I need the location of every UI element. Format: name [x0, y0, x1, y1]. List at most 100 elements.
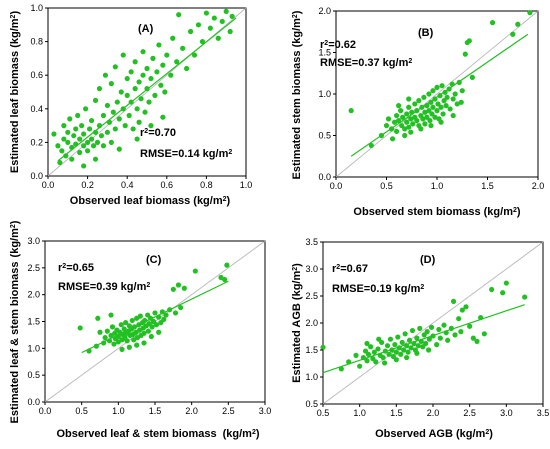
- data-point: [406, 337, 413, 343]
- data-point: [438, 119, 444, 125]
- data-point: [100, 143, 107, 149]
- data-point: [406, 124, 412, 130]
- data-point: [404, 119, 410, 125]
- data-point: [437, 93, 443, 99]
- fit-line-layer: [81, 280, 229, 354]
- data-point: [77, 149, 83, 156]
- data-point: [134, 106, 140, 112]
- data-point: [376, 336, 382, 342]
- data-point: [408, 345, 414, 351]
- data-point: [104, 102, 110, 109]
- x-tick-label: 1.5: [149, 406, 162, 416]
- data-point: [406, 104, 412, 110]
- data-point: [454, 101, 460, 107]
- x-tick-label: 1.5: [481, 181, 494, 191]
- data-point: [422, 121, 428, 127]
- data-point: [141, 330, 147, 336]
- regression-line: [81, 280, 229, 354]
- data-point: [114, 99, 120, 105]
- data-point: [414, 108, 420, 114]
- data-point: [145, 328, 151, 334]
- data-point: [415, 343, 421, 349]
- data-point: [88, 136, 95, 142]
- data-point: [423, 340, 429, 347]
- data-point: [430, 104, 436, 110]
- data-point: [131, 324, 138, 330]
- data-point: [51, 131, 57, 137]
- data-point: [432, 114, 438, 120]
- data-point: [394, 112, 400, 119]
- x-tick-label: 0.0: [330, 181, 343, 191]
- data-point: [69, 144, 75, 151]
- data-point: [449, 81, 455, 87]
- data-point: [383, 122, 390, 129]
- data-point: [450, 96, 456, 102]
- y-tick-label: 3.5: [305, 237, 318, 247]
- data-point: [123, 319, 129, 326]
- one-to-one-line-layer: [322, 241, 544, 405]
- points-layer: [348, 10, 533, 149]
- data-point: [400, 114, 406, 120]
- data-point: [392, 342, 398, 348]
- data-point: [163, 312, 169, 318]
- x-tick-label: 0.2: [81, 180, 94, 190]
- ticks-layer: 0.0 0.5 1.0 1.5 2.0 0.0 0.5 1.0 1.5 2.0: [318, 6, 544, 191]
- x-tick-label: 3.5: [537, 408, 550, 418]
- data-point: [174, 59, 180, 65]
- data-point: [489, 286, 495, 293]
- data-point: [527, 10, 533, 16]
- x-axis-label: Observed AGB (kg/m2): [375, 428, 493, 440]
- data-point: [109, 324, 116, 330]
- data-point: [437, 335, 443, 341]
- data-point: [77, 325, 83, 331]
- one-to-one-line: [322, 241, 544, 405]
- data-point: [396, 103, 402, 109]
- data-point: [148, 75, 154, 82]
- data-point: [481, 331, 487, 337]
- data-point: [456, 316, 462, 322]
- data-point: [467, 323, 473, 329]
- data-point: [75, 112, 81, 119]
- data-point: [134, 342, 140, 348]
- data-point: [404, 111, 410, 117]
- data-point: [348, 108, 354, 114]
- data-point: [346, 359, 352, 365]
- data-point: [435, 101, 441, 107]
- data-point: [434, 108, 440, 114]
- y-tick-label: 1.0: [305, 372, 318, 382]
- y-tick-label: 0.8: [30, 37, 43, 47]
- data-point: [211, 15, 217, 21]
- data-point: [399, 122, 405, 129]
- data-point: [408, 116, 414, 122]
- data-point: [59, 148, 65, 154]
- data-point: [426, 108, 432, 114]
- x-tick-label: 2.5: [463, 408, 476, 418]
- data-point: [227, 28, 233, 35]
- data-point: [101, 340, 107, 346]
- y-tick-label: 1.0: [27, 343, 40, 353]
- data-point: [148, 333, 154, 340]
- data-point: [61, 123, 67, 129]
- data-point: [146, 99, 152, 105]
- data-point: [156, 314, 162, 320]
- data-point: [463, 304, 469, 310]
- data-point: [116, 116, 122, 122]
- data-point: [102, 335, 108, 341]
- data-point: [353, 352, 359, 358]
- data-point: [430, 333, 436, 339]
- data-point: [187, 28, 194, 35]
- data-point: [456, 79, 462, 85]
- data-point: [410, 121, 416, 127]
- data-point: [96, 86, 103, 92]
- data-point: [110, 109, 116, 115]
- r2-stat: r2=0.62: [320, 39, 356, 51]
- data-point: [57, 159, 63, 166]
- data-point: [399, 339, 405, 346]
- data-point: [404, 343, 410, 349]
- data-point: [159, 309, 165, 315]
- x-axis-label: Observed leaf biomass (kg/m2): [70, 195, 231, 207]
- data-point: [360, 354, 366, 361]
- panel-d: 0.5 1.0 1.5 2.0 2.5 3.0 3.5 0.5 1.0 1.5 2.0 2.5 3.0 3…: [291, 237, 549, 440]
- data-point: [364, 358, 370, 364]
- r2-stat: r2=0.67: [332, 263, 368, 275]
